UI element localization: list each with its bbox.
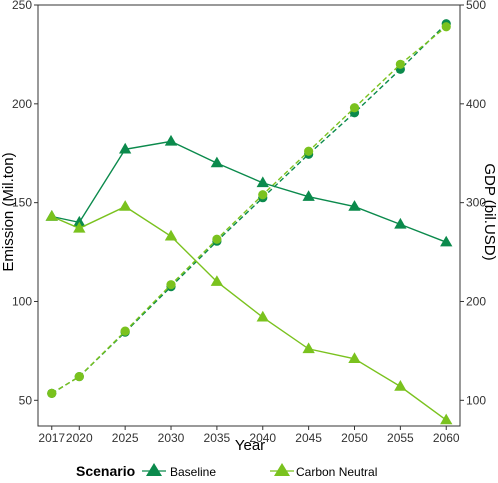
y-left-tick-label-100: 100 [12, 294, 32, 308]
point-carbon-neutral-emission-2030 [164, 229, 178, 241]
point-baseline-emission-2050 [348, 200, 361, 211]
point-baseline-emission-2025 [119, 142, 132, 154]
point-baseline-emission-2020 [73, 215, 86, 227]
point-baseline-emission-2035 [210, 156, 224, 168]
y-right-tick-label-500: 500 [466, 0, 486, 12]
point-baseline-emission-2030 [164, 134, 178, 146]
x-tick-label-2017: 2017 [38, 431, 65, 445]
y-left-tick-label-200: 200 [12, 97, 32, 111]
x-tick-label-2050: 2050 [341, 431, 368, 445]
point-carbon-neutral-emission-2017 [45, 210, 58, 221]
y-right-tick-label-400: 400 [466, 97, 486, 111]
point-baseline-emission-2045 [302, 190, 315, 201]
x-tick-label-2045: 2045 [295, 431, 322, 445]
point-baseline-emission-2055 [394, 217, 407, 229]
point-carbon-neutral-gdp-2060 [441, 22, 451, 32]
plot-border [37, 4, 461, 427]
point-carbon-neutral-gdp-2035 [212, 234, 222, 244]
legend-key-baseline [146, 463, 162, 476]
series-line-baseline-emission [51, 140, 447, 243]
point-carbon-neutral-gdp-2020 [74, 371, 84, 382]
point-carbon-neutral-emission-2055 [394, 380, 407, 391]
x-tick-label-2025: 2025 [112, 431, 139, 445]
legend-label-baseline: Baseline [170, 465, 216, 479]
legend-key-carbon-neutral [274, 463, 290, 476]
y-right-tick-label-200: 200 [466, 294, 486, 308]
legend-label-carbon-neutral: Carbon Neutral [296, 465, 377, 479]
point-carbon-neutral-emission-2025 [119, 200, 132, 211]
y-left-tick-label-250: 250 [12, 0, 32, 12]
x-axis-title: Year [235, 437, 265, 454]
x-tick-label-2040: 2040 [249, 431, 276, 445]
y-axis-right-title: GDP (bil.USD) [481, 163, 498, 260]
series-line-carbon-neutral-gdp [51, 26, 447, 394]
x-tick-label-2055: 2055 [387, 431, 414, 445]
point-carbon-neutral-emission-2050 [348, 352, 361, 363]
point-carbon-neutral-gdp-2030 [166, 280, 176, 290]
point-carbon-neutral-gdp-2055 [395, 59, 405, 69]
y-left-tick-label-150: 150 [12, 196, 32, 210]
y-right-tick-label-300: 300 [466, 196, 486, 210]
y-right-tick-label-100: 100 [466, 393, 486, 407]
x-tick-label-2020: 2020 [66, 431, 93, 445]
point-carbon-neutral-gdp-2050 [349, 103, 360, 113]
point-carbon-neutral-emission-2045 [302, 342, 315, 354]
legend: Scenario Baseline Carbon Neutral [76, 463, 377, 479]
point-carbon-neutral-emission-2035 [210, 275, 224, 286]
point-carbon-neutral-gdp-2040 [258, 190, 268, 200]
axes: 2017 2020 2025 2030 2035 2040 2045 2050 2055 2060… [12, 0, 486, 445]
legend-title: Scenario [76, 463, 135, 479]
point-carbon-neutral-emission-2060 [440, 413, 453, 425]
point-baseline-emission-2040 [256, 176, 269, 188]
point-carbon-neutral-gdp-2045 [304, 146, 314, 156]
point-carbon-neutral-gdp-2017 [47, 388, 57, 398]
series-line-carbon-neutral-emission [51, 205, 447, 421]
x-tick-label-2060: 2060 [433, 431, 460, 445]
plot-area [45, 19, 453, 425]
point-carbon-neutral-gdp-2025 [120, 326, 130, 336]
x-tick-label-2035: 2035 [204, 431, 231, 445]
point-carbon-neutral-emission-2020 [73, 221, 86, 233]
x-tick-label-2030: 2030 [158, 431, 185, 445]
y-axis-left-title: Emission (Mil.ton) [0, 152, 17, 271]
y-left-tick-label-50: 50 [19, 393, 33, 407]
point-baseline-emission-2060 [440, 235, 453, 247]
point-carbon-neutral-emission-2040 [256, 310, 269, 322]
